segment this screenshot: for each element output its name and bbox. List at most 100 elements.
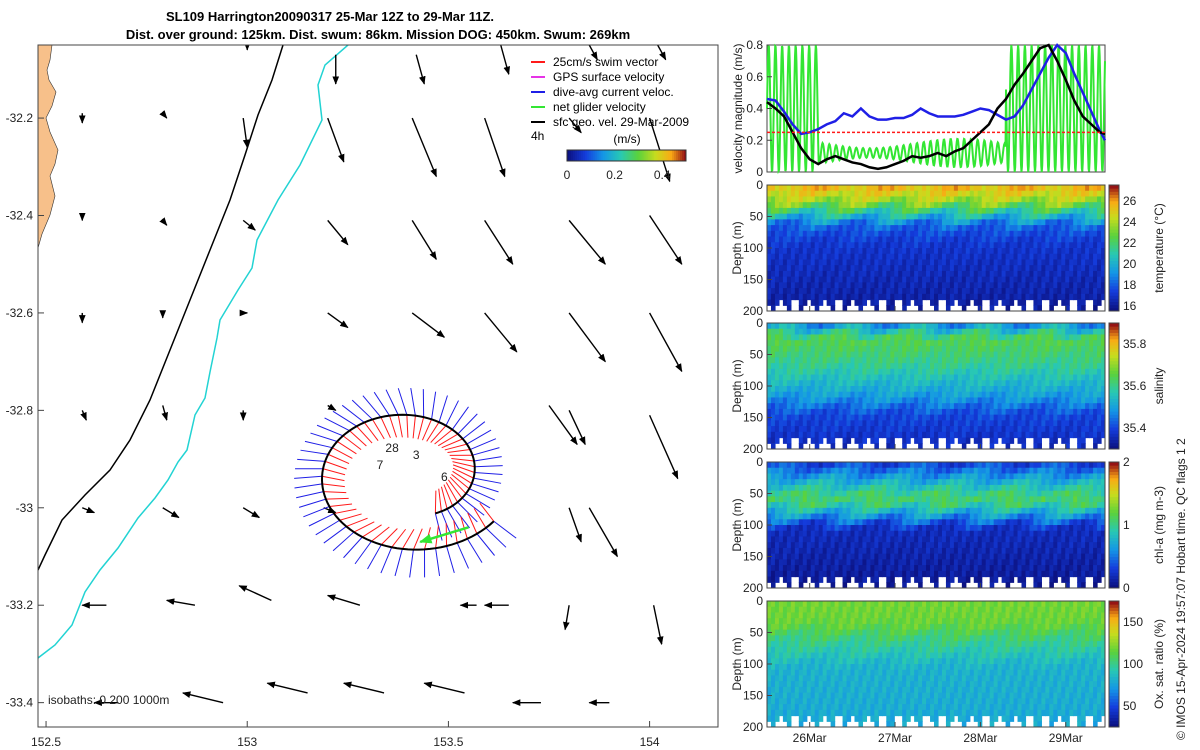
panel-cell (774, 431, 780, 439)
panel-cell (1037, 270, 1042, 278)
panel-cell (878, 374, 883, 381)
panel-cell (830, 202, 836, 209)
panel-cell (1089, 202, 1094, 209)
panel-cell (926, 225, 931, 232)
panel-cell (818, 328, 824, 336)
panel-cell (894, 408, 899, 416)
panel-cell (1069, 374, 1074, 381)
panel-colorbar-cell (1109, 370, 1119, 374)
panel-cell (910, 403, 915, 410)
panel-cell (846, 496, 852, 503)
panel-cell (806, 570, 812, 578)
panel-cell (770, 225, 776, 232)
panel-cell (834, 559, 840, 566)
colorbar-tick: 0.2 (606, 168, 623, 182)
panel-cell (1037, 334, 1042, 341)
panel-cell (882, 559, 887, 566)
panel-cell (1005, 420, 1011, 427)
panel-cell (1029, 196, 1035, 203)
panel-cell (874, 276, 879, 283)
panel-cell (890, 403, 895, 410)
panel-cell (1097, 265, 1102, 272)
panel-cell (969, 374, 975, 381)
panel-cell (910, 397, 915, 404)
panel-cell (874, 507, 879, 515)
panel-cell (918, 473, 923, 480)
panel-cell (1101, 230, 1105, 238)
panel-cell (997, 357, 1003, 364)
panel-cell (886, 502, 891, 509)
panel-cell (814, 380, 820, 387)
panel-cell (981, 340, 987, 347)
panel-cell (930, 496, 935, 503)
panel-cell (973, 340, 979, 347)
panel-cell (1085, 345, 1090, 353)
panel-cell (1037, 207, 1042, 215)
panel-cell (854, 248, 860, 255)
panel-cell (961, 270, 967, 278)
panel-cell (1053, 340, 1058, 347)
panel-cell (1037, 374, 1042, 381)
panel-cell (802, 323, 808, 330)
panel-cell (977, 437, 983, 444)
panel-cell (1045, 397, 1050, 404)
panel-cell (814, 363, 820, 370)
panel-cell (1001, 345, 1007, 353)
panel-cell (997, 213, 1003, 220)
panel-cell (1017, 265, 1023, 272)
panel-cell (993, 414, 999, 421)
panel-cell (997, 196, 1003, 203)
panel-cell (906, 270, 911, 278)
panel-cell (818, 437, 824, 444)
panel-cell (794, 414, 800, 421)
panel-cell (1053, 420, 1058, 427)
panel-cell (1041, 225, 1046, 232)
panel-cell (1073, 230, 1078, 238)
panel-cell (778, 253, 784, 261)
panel-cell (977, 225, 983, 232)
panel-cell (886, 408, 891, 416)
panel-cell (806, 397, 812, 404)
panel-cell (918, 236, 923, 243)
panel-cell (802, 288, 808, 295)
panel-cell (1089, 328, 1094, 336)
panel-cell (866, 276, 871, 283)
panel-cell (826, 536, 832, 543)
panel-cell (806, 530, 812, 538)
panel-cell (926, 507, 931, 515)
panel-cell (798, 259, 804, 266)
panel-cell (810, 357, 816, 364)
dive-avg-current-vector (298, 498, 327, 508)
panel-cell (850, 391, 856, 399)
panel-cell (1021, 225, 1027, 232)
panel-cell (878, 408, 883, 416)
panel-cell (1093, 282, 1098, 289)
panel-cell (882, 282, 887, 289)
panel-cell (953, 196, 959, 203)
panel-cell (846, 345, 852, 353)
panel-cell (1045, 242, 1050, 249)
panel-cell (818, 345, 824, 353)
panel-cell (886, 380, 891, 387)
panel-cell (830, 248, 836, 255)
panel-cell (834, 202, 840, 209)
panel-cell (1093, 374, 1098, 381)
panel-cell (898, 230, 903, 238)
panel-cell (890, 190, 895, 198)
panel-cell (961, 391, 967, 399)
panel-cell (798, 282, 804, 289)
panel-cell (1065, 368, 1070, 376)
panel-cell (850, 242, 856, 249)
panel-cell (850, 420, 856, 427)
panel-cell (1013, 248, 1019, 255)
panel-cell (842, 530, 848, 538)
panel-cell (858, 484, 864, 492)
panel-cell (767, 403, 772, 410)
panel-cell (874, 473, 879, 480)
panel-cell (985, 351, 991, 358)
panel-cell (973, 219, 979, 226)
panel-cell (1029, 420, 1035, 427)
panel-cell (973, 403, 979, 410)
panel-cell (1049, 253, 1054, 261)
panel-cell (1065, 408, 1070, 416)
